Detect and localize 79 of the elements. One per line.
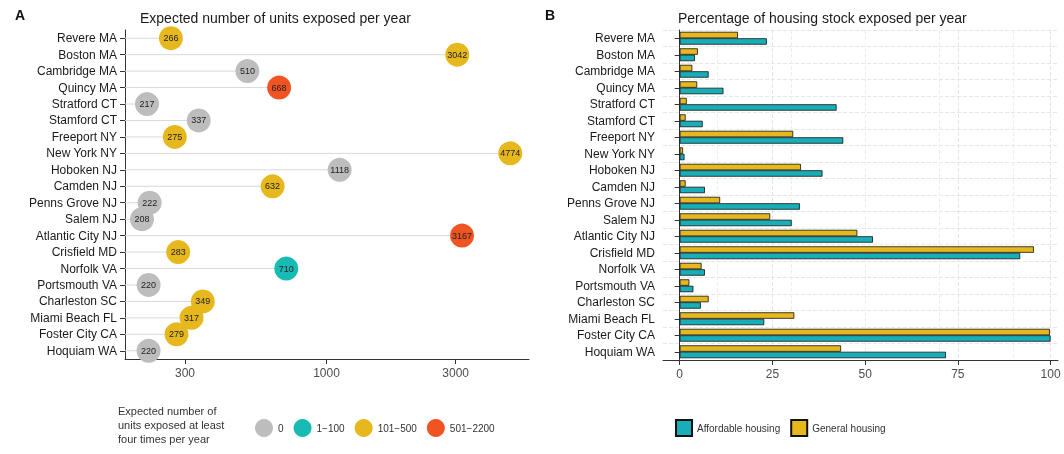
y-tick-label: Atlantic City NJ bbox=[573, 229, 655, 244]
data-label: 317 bbox=[184, 312, 200, 323]
data-label: 279 bbox=[168, 329, 185, 340]
y-tick-label: Portsmouth VA bbox=[37, 277, 117, 292]
y-tick-label: Quincy MA bbox=[58, 80, 117, 95]
x-tick-label: 75 bbox=[951, 367, 965, 381]
text: B bbox=[545, 7, 556, 23]
y-tick-label: Stratford CT bbox=[589, 97, 656, 112]
data-label: 208 bbox=[134, 214, 150, 225]
x-tick-label: 25 bbox=[765, 367, 780, 381]
y-tick-label: Quincy MA bbox=[596, 80, 655, 95]
data-label: 632 bbox=[265, 181, 281, 192]
x-tick-label: 0 bbox=[676, 367, 684, 381]
y-tick-label: Charleston SC bbox=[38, 294, 118, 309]
y-tick-label: Portsmouth VA bbox=[575, 278, 655, 293]
y-tick-label: Camden NJ bbox=[53, 179, 117, 194]
y-tick-label: Norfolk VA bbox=[60, 261, 117, 276]
text: A bbox=[15, 7, 26, 23]
data-label: 220 bbox=[141, 345, 157, 356]
y-tick-label: Stamford CT bbox=[586, 113, 656, 128]
y-tick-label: Penns Grove NJ bbox=[566, 196, 655, 211]
data-label: 222 bbox=[142, 197, 158, 208]
x-tick-label: 3000 bbox=[442, 366, 470, 380]
y-tick-label: Crisfield MD bbox=[51, 245, 118, 260]
y-tick-label: Miami Beach FL bbox=[30, 310, 118, 325]
y-tick-label: Freeport NY bbox=[51, 129, 117, 144]
y-tick-label: Charleston SC bbox=[576, 295, 656, 310]
x-tick-label: 100 bbox=[1040, 367, 1061, 381]
y-tick-label: Penns Grove NJ bbox=[28, 195, 117, 210]
y-tick-label: Camden NJ bbox=[591, 179, 655, 194]
data-label: 4774 bbox=[500, 148, 521, 159]
y-tick-label: Salem NJ bbox=[64, 212, 117, 227]
data-label: 349 bbox=[195, 296, 211, 307]
y-tick-label: Stamford CT bbox=[48, 113, 118, 128]
data-label: 283 bbox=[170, 247, 186, 258]
legend-label: Affordable housing bbox=[697, 422, 781, 434]
data-label: 217 bbox=[139, 99, 155, 110]
legend-label: 1−100 bbox=[316, 422, 346, 434]
data-label: 3167 bbox=[452, 230, 473, 241]
legend-title: Expected number of units exposed at least four times per year bbox=[118, 405, 228, 445]
chart-title: Expected number of units exposed per year bbox=[140, 10, 412, 26]
y-tick-label: Revere MA bbox=[594, 31, 655, 46]
y-tick-label: Crisfield MD bbox=[589, 245, 656, 260]
x-tick-label: 1000 bbox=[313, 366, 341, 380]
data-label: 710 bbox=[278, 263, 294, 274]
data-label: 266 bbox=[163, 33, 179, 44]
y-tick-label: Hoquiam WA bbox=[46, 343, 117, 358]
x-tick-label: 300 bbox=[175, 366, 196, 380]
legend-label: General housing bbox=[812, 422, 886, 434]
x-tick-label: 50 bbox=[858, 367, 873, 381]
y-tick-label: Foster City CA bbox=[38, 327, 117, 342]
data-label: 337 bbox=[191, 115, 207, 126]
y-tick-label: Hoquiam WA bbox=[584, 344, 655, 359]
y-tick-label: Stratford CT bbox=[51, 97, 118, 112]
y-tick-label: Cambridge MA bbox=[36, 64, 117, 79]
data-label: 668 bbox=[271, 82, 287, 93]
y-tick-label: Norfolk VA bbox=[598, 262, 655, 277]
y-tick-label: Boston MA bbox=[596, 47, 655, 62]
legend-label: 0 bbox=[278, 422, 284, 434]
y-tick-label: Hoboken NJ bbox=[588, 163, 655, 178]
y-tick-label: Atlantic City NJ bbox=[35, 228, 117, 243]
data-label: 1118 bbox=[330, 164, 349, 175]
y-tick-label: Boston MA bbox=[58, 47, 117, 62]
legend-label: 501−2200 bbox=[449, 422, 496, 434]
legend-label: 101−500 bbox=[377, 422, 418, 434]
y-tick-label: Salem NJ bbox=[602, 212, 655, 227]
data-label: 220 bbox=[141, 279, 157, 290]
y-tick-label: Freeport NY bbox=[589, 130, 655, 145]
y-tick-label: Miami Beach FL bbox=[568, 311, 656, 326]
data-label: 3042 bbox=[447, 49, 468, 60]
y-tick-label: New York NY bbox=[46, 146, 117, 161]
y-tick-label: New York NY bbox=[584, 146, 655, 161]
y-tick-label: Revere MA bbox=[56, 31, 117, 46]
y-tick-label: Foster City CA bbox=[576, 328, 655, 343]
y-tick-label: Hoboken NJ bbox=[50, 162, 117, 177]
chart-title: Percentage of housing stock exposed per year bbox=[678, 10, 968, 26]
data-label: 510 bbox=[239, 66, 255, 77]
y-tick-label: Cambridge MA bbox=[574, 64, 655, 79]
data-label: 275 bbox=[167, 131, 183, 142]
